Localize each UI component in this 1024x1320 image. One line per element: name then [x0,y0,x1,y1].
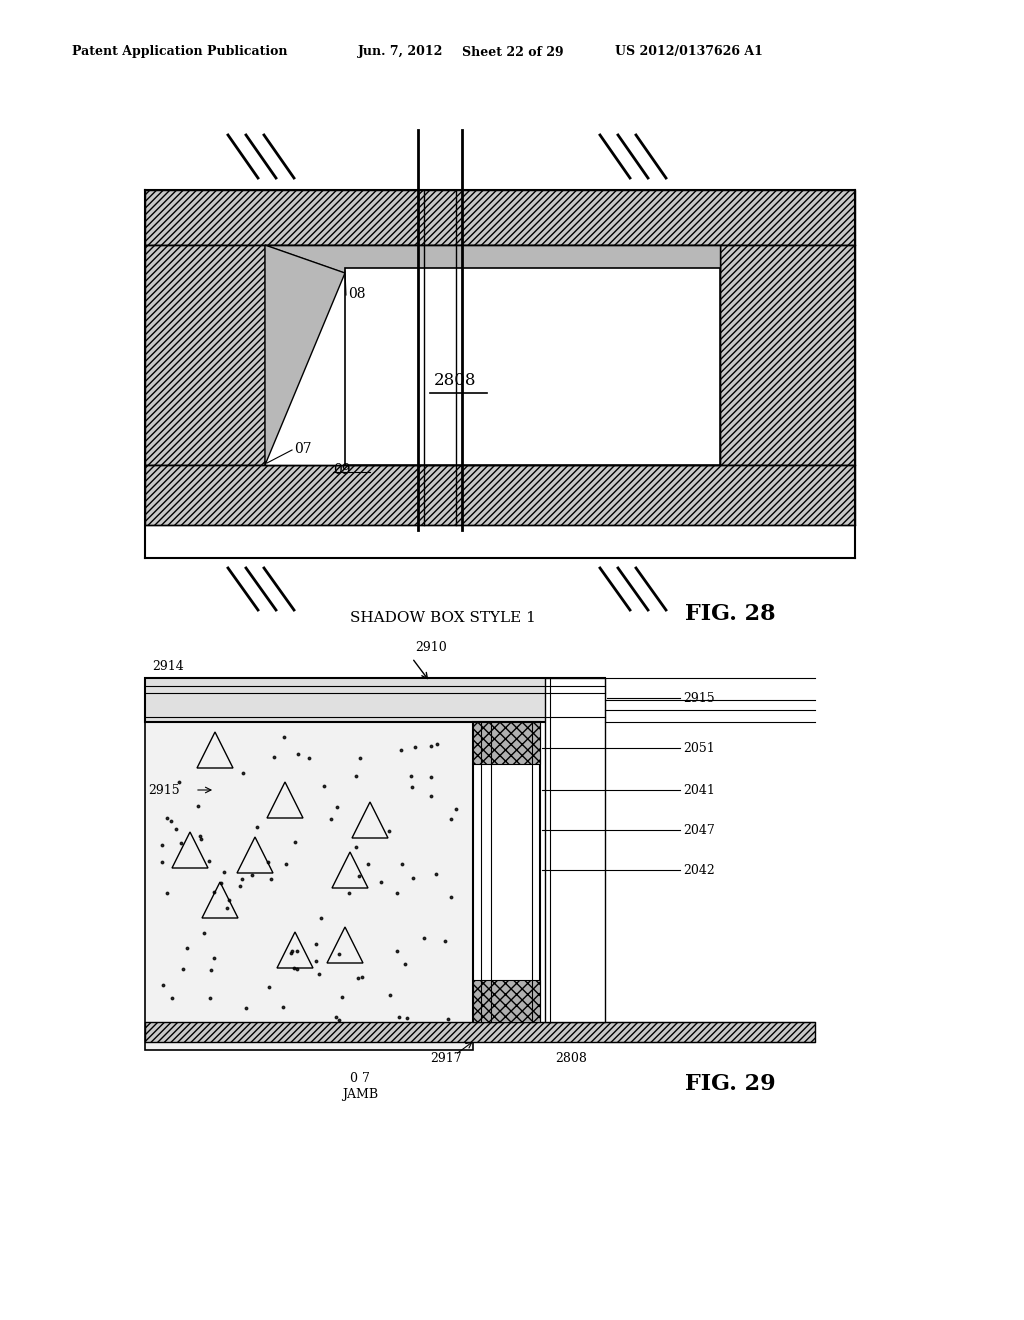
Bar [473,979,540,1022]
Text: 2917: 2917 [430,1052,462,1064]
Bar [145,722,473,1049]
Text: 08: 08 [348,286,366,301]
Polygon shape [265,246,345,465]
Bar [145,465,855,525]
Bar [145,190,855,246]
Text: FIG. 29: FIG. 29 [685,1073,775,1096]
Text: 2914: 2914 [152,660,183,673]
Bar [473,722,540,764]
Text: SHADOW BOX STYLE 1: SHADOW BOX STYLE 1 [350,611,536,624]
Bar [720,246,855,465]
Text: 2047: 2047 [683,824,715,837]
Bar [145,246,265,465]
Text: 2915: 2915 [683,692,715,705]
Text: 2808: 2808 [555,1052,587,1064]
Text: 07: 07 [294,442,311,455]
Text: 2910: 2910 [415,642,446,653]
Bar [720,246,855,465]
Bar [473,722,540,1022]
Text: JAMB: JAMB [342,1088,378,1101]
Bar [145,246,265,465]
Text: US 2012/0137626 A1: US 2012/0137626 A1 [615,45,763,58]
Bar [473,979,540,1022]
Text: 0 7: 0 7 [350,1072,370,1085]
Text: 2042: 2042 [683,863,715,876]
Text: 2915: 2915 [148,784,179,796]
Bar [265,246,720,465]
Bar [145,190,855,246]
Bar [545,678,605,1022]
Bar [145,678,605,722]
Text: 09: 09 [333,463,350,477]
Bar [473,722,540,764]
Polygon shape [265,246,720,273]
Text: Jun. 7, 2012: Jun. 7, 2012 [358,45,443,58]
Text: 2051: 2051 [683,742,715,755]
Bar [345,268,720,465]
Bar [145,1022,815,1041]
Bar [145,1022,815,1041]
Text: Sheet 22 of 29: Sheet 22 of 29 [462,45,563,58]
Bar [145,465,855,525]
Text: 2041: 2041 [683,784,715,796]
Text: Patent Application Publication: Patent Application Publication [72,45,288,58]
Text: 2808: 2808 [434,372,476,389]
Text: FIG. 28: FIG. 28 [685,603,775,624]
